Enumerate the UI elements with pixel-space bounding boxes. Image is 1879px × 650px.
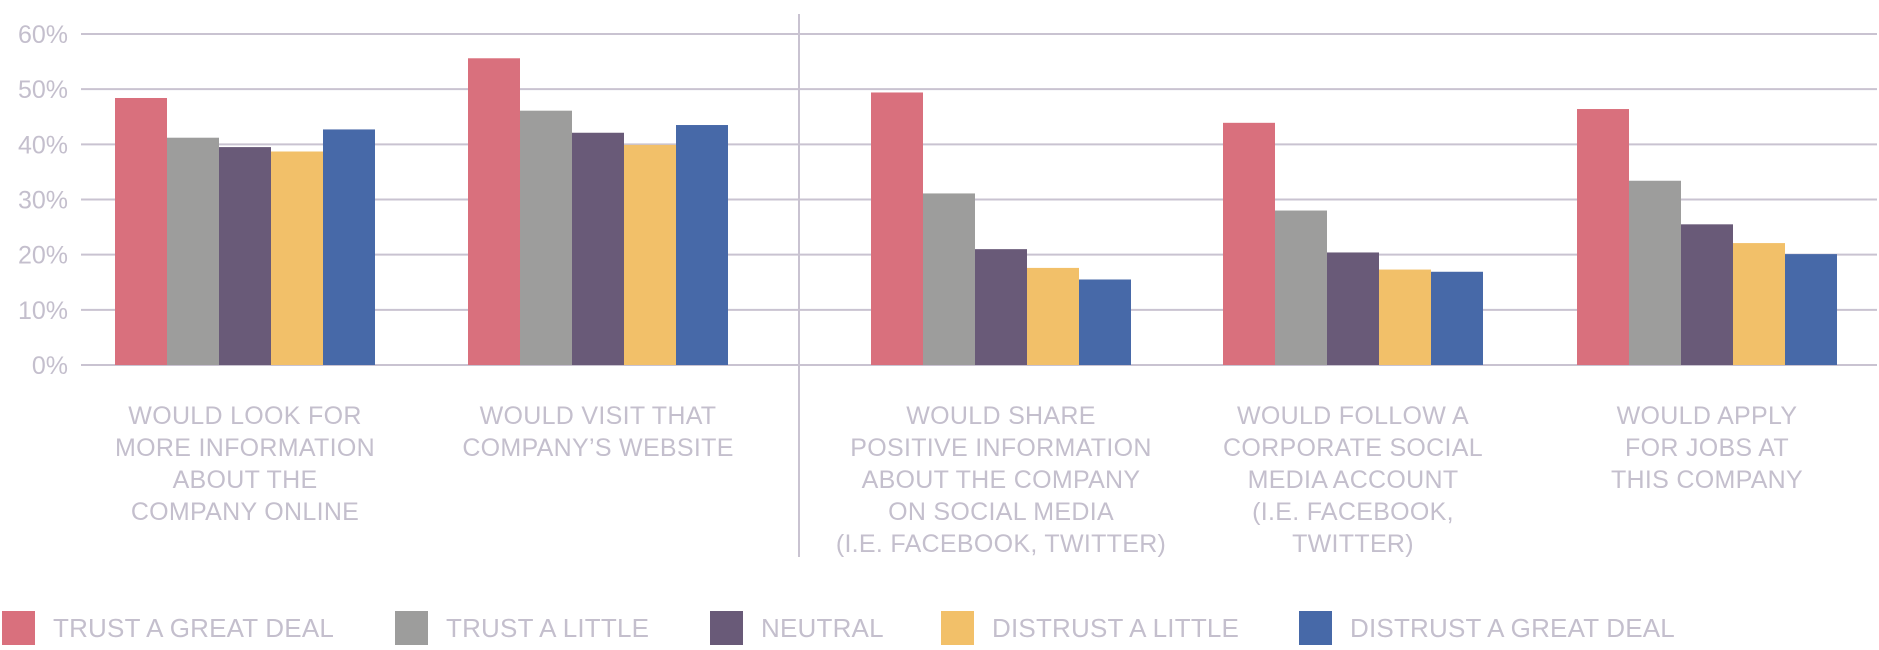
legend: TRUST A GREAT DEAL TRUST A LITTLE NEUTRAL D… [0, 610, 1879, 646]
bar-distrust-a-great-deal [1431, 271, 1483, 365]
y-tick-label: 40% [18, 131, 68, 159]
bar-trust-a-great-deal [468, 58, 520, 365]
legend-label: NEUTRAL [761, 612, 884, 643]
bar-distrust-a-great-deal [1785, 254, 1837, 365]
category-label-line: COMPANY’S WEBSITE [462, 434, 733, 462]
bar-neutral [1681, 224, 1733, 365]
legend-item: NEUTRAL [710, 610, 884, 646]
category-label: WOULD LOOK FOR MORE INFORMATION ABOUT THE C… [115, 402, 375, 526]
bar-group [871, 92, 1131, 365]
legend-swatch [941, 611, 974, 645]
category-label: WOULD VISIT THAT COMPANY’S WEBSITE [462, 402, 733, 462]
category-label-line: MEDIA ACCOUNT [1248, 466, 1459, 494]
category-label-line: ON SOCIAL MEDIA [888, 498, 1114, 526]
bar-neutral [219, 147, 271, 365]
bar-neutral [975, 249, 1027, 365]
bar-trust-a-little [520, 110, 572, 365]
bar-distrust-a-great-deal [676, 125, 728, 366]
category-label-line: (I.E. FACEBOOK, TWITTER) [836, 530, 1166, 558]
y-tick-label: 60% [18, 21, 68, 49]
bar-trust-a-great-deal [1223, 122, 1275, 366]
bar-distrust-a-little [271, 151, 323, 365]
category-label-line: MORE INFORMATION [115, 434, 375, 462]
category-label-line: WOULD APPLY [1617, 402, 1798, 430]
category-label: WOULD FOLLOW A CORPORATE SOCIAL MEDIA ACCO… [1223, 402, 1483, 558]
legend-item: DISTRUST A GREAT DEAL [1299, 610, 1675, 646]
category-label: WOULD SHARE POSITIVE INFORMATION ABOUT THE… [836, 402, 1166, 558]
legend-swatch [710, 611, 743, 645]
bar-neutral [572, 132, 624, 365]
y-tick-label: 10% [18, 297, 68, 325]
category-label: WOULD APPLY FOR JOBS AT THIS COMPANY [1611, 402, 1803, 494]
bar-distrust-a-little [1379, 269, 1431, 365]
category-label-line: WOULD LOOK FOR [128, 402, 361, 430]
bar-trust-a-little [923, 193, 975, 365]
bar-trust-a-little [1629, 180, 1681, 365]
legend-label: DISTRUST A LITTLE [992, 612, 1240, 643]
category-label-line: THIS COMPANY [1611, 466, 1803, 494]
bar-distrust-a-little [624, 144, 676, 365]
bar-trust-a-great-deal [871, 92, 923, 365]
y-axis-ticks: 0% 10% 20% 30% 40% 50% 60% [18, 21, 68, 380]
category-label-line: COMPANY ONLINE [131, 498, 359, 526]
legend-label: TRUST A LITTLE [446, 612, 650, 643]
legend-swatch [2, 611, 35, 645]
bar-trust-a-great-deal [1577, 109, 1629, 365]
category-label-line: CORPORATE SOCIAL [1223, 434, 1483, 462]
bar-trust-a-little [167, 137, 219, 365]
bar-trust-a-great-deal [115, 97, 167, 365]
bars [115, 58, 1837, 366]
bar-group [115, 97, 375, 365]
category-label-line: WOULD SHARE [906, 402, 1095, 430]
legend-item: TRUST A LITTLE [395, 610, 649, 646]
bar-distrust-a-little [1027, 267, 1079, 365]
legend-swatch [1299, 611, 1332, 645]
bar-group [1223, 122, 1483, 366]
y-tick-label: 50% [18, 76, 68, 104]
bar-distrust-a-great-deal [1079, 279, 1131, 365]
bar-distrust-a-little [1733, 243, 1785, 365]
bar-distrust-a-great-deal [323, 129, 375, 365]
bar-trust-a-little [1275, 210, 1327, 365]
y-tick-label: 20% [18, 242, 68, 270]
category-label-line: ABOUT THE COMPANY [862, 466, 1141, 494]
legend-item: DISTRUST A LITTLE [941, 610, 1239, 646]
category-label-line: WOULD FOLLOW A [1237, 402, 1469, 430]
bar-neutral [1327, 252, 1379, 365]
category-label-line: WOULD VISIT THAT [480, 402, 717, 430]
y-tick-label: 0% [32, 352, 68, 380]
category-label-line: (I.E. FACEBOOK, [1252, 498, 1454, 526]
bar-group [1577, 109, 1837, 365]
category-label-line: FOR JOBS AT [1625, 434, 1789, 462]
legend-label: DISTRUST A GREAT DEAL [1350, 612, 1675, 643]
legend-swatch [395, 611, 428, 645]
category-labels: WOULD LOOK FOR MORE INFORMATION ABOUT THE C… [115, 402, 1803, 558]
category-label-line: ABOUT THE [173, 466, 318, 494]
bar-chart: 0% 10% 20% 30% 40% 50% 60% WOULD LOOK FOR MORE … [18, 14, 1877, 558]
legend-item: TRUST A GREAT DEAL [2, 610, 334, 646]
legend-label: TRUST A GREAT DEAL [53, 612, 335, 643]
category-label-line: TWITTER) [1292, 530, 1414, 558]
category-label-line: POSITIVE INFORMATION [850, 434, 1151, 462]
y-tick-label: 30% [18, 187, 68, 215]
bar-group [468, 58, 728, 366]
